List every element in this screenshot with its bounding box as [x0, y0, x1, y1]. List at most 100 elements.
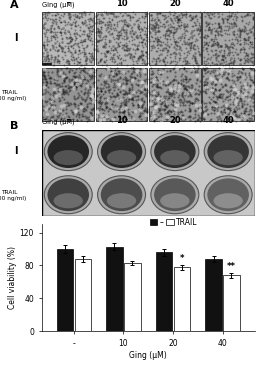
Point	[186, 84, 190, 89]
Point	[46, 72, 50, 78]
Point	[155, 17, 160, 23]
Point	[75, 117, 79, 123]
Point	[217, 60, 222, 66]
Point	[184, 60, 188, 66]
Point	[172, 44, 176, 50]
Point	[139, 34, 143, 40]
Point	[171, 11, 175, 17]
Point	[173, 10, 177, 16]
Point	[223, 109, 227, 115]
Point	[209, 47, 213, 53]
Point	[250, 112, 254, 118]
Point	[125, 33, 129, 39]
Point	[163, 103, 167, 109]
Point	[163, 23, 167, 29]
Point	[245, 93, 249, 99]
Point	[67, 117, 71, 123]
Point	[110, 101, 114, 107]
Point	[130, 37, 134, 43]
Point	[110, 25, 115, 31]
Point	[99, 93, 103, 99]
Point	[47, 38, 51, 44]
Point	[206, 22, 210, 28]
Point	[167, 27, 171, 33]
Point	[45, 12, 49, 18]
Point	[247, 57, 251, 63]
Point	[166, 81, 170, 86]
Point	[120, 42, 124, 48]
Point	[74, 113, 78, 119]
Point	[128, 76, 132, 82]
Point	[74, 14, 78, 20]
Point	[103, 36, 107, 42]
Point	[70, 67, 74, 73]
Point	[136, 77, 140, 83]
Point	[196, 88, 200, 93]
Point	[211, 79, 215, 85]
Point	[175, 102, 179, 107]
Point	[132, 66, 136, 72]
Point	[186, 98, 190, 104]
Point	[136, 24, 140, 30]
Point	[62, 18, 66, 24]
Point	[80, 14, 84, 20]
Point	[198, 103, 202, 109]
Point	[162, 58, 166, 64]
Point	[226, 45, 231, 51]
Point	[155, 43, 159, 49]
Point	[232, 117, 236, 123]
Point	[56, 53, 60, 59]
Point	[219, 73, 224, 79]
Point	[47, 104, 51, 110]
Point	[90, 28, 95, 34]
Point	[122, 108, 126, 114]
Point	[154, 19, 158, 25]
Point	[73, 47, 77, 53]
Point	[48, 61, 52, 67]
Point	[209, 37, 213, 43]
Point	[232, 101, 236, 107]
Point	[123, 112, 127, 118]
Point	[75, 81, 79, 86]
Point	[82, 90, 86, 96]
Point	[72, 56, 76, 62]
Point	[58, 92, 62, 98]
Point	[71, 117, 75, 123]
Point	[135, 60, 139, 66]
Point	[159, 117, 163, 123]
Point	[56, 93, 60, 99]
Point	[152, 81, 156, 87]
Point	[218, 61, 222, 67]
Point	[127, 93, 131, 99]
Point	[127, 47, 132, 53]
Point	[60, 35, 64, 41]
Point	[58, 29, 62, 35]
Point	[50, 99, 54, 105]
Point	[133, 98, 138, 103]
Point	[61, 115, 66, 121]
Point	[234, 17, 238, 23]
Point	[50, 114, 54, 120]
Point	[198, 26, 202, 32]
Point	[53, 76, 57, 82]
Point	[103, 21, 107, 26]
Ellipse shape	[160, 150, 190, 165]
Point	[231, 101, 235, 107]
Point	[178, 109, 182, 115]
Point	[154, 83, 158, 89]
Point	[231, 91, 235, 96]
Point	[202, 34, 206, 40]
Point	[207, 99, 211, 105]
Point	[231, 41, 236, 47]
Point	[117, 32, 121, 38]
Point	[166, 109, 171, 114]
Point	[217, 24, 221, 30]
Point	[88, 91, 92, 96]
Point	[52, 77, 56, 82]
Point	[115, 92, 119, 98]
Point	[71, 54, 75, 60]
Point	[236, 92, 240, 98]
Point	[66, 40, 70, 46]
Point	[99, 81, 103, 87]
Point	[248, 106, 252, 112]
